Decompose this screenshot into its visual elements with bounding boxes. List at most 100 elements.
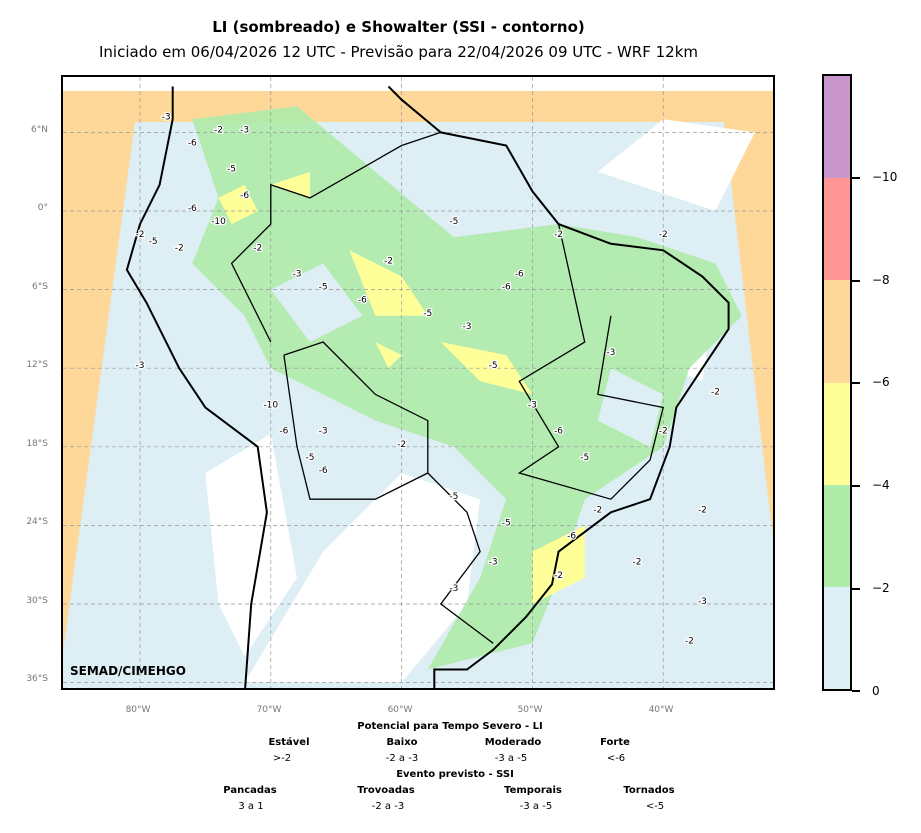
li-yellow-area [375,342,402,369]
colorbar-tick: −8 [872,273,890,287]
ssi-contour-label: -6 [502,283,511,293]
ssi-contour-label: -3 [528,401,537,411]
ssi-category: Tornados [623,785,675,796]
credit-label: SEMAD/CIMEHGO [70,664,186,678]
li-blue-area [597,368,664,447]
ssi-contour-label: -5 [319,283,328,293]
ssi-contour-label: -3 [136,361,145,371]
ssi-contour-label: -2 [711,387,720,397]
colorbar-tick: 0 [872,684,880,698]
li-category: Baixo [386,737,418,748]
ssi-contour-label: -3 [319,427,328,437]
ssi-contour-label: -6 [188,204,197,214]
lat-label: 0° [37,203,48,213]
lat-label: 30°S [26,596,48,606]
ssi-contour-label: -5 [227,165,236,175]
ssi-contour-label: -6 [554,427,563,437]
colorbar-tick: −10 [872,170,898,184]
stable-area [205,433,297,657]
ssi-contour-label: -2 [136,230,145,240]
li-category: Moderado [484,737,542,748]
colorbar-segment [824,484,850,587]
chart-title: LI (sombreado) e Showalter (SSI - contor… [212,18,585,36]
ssi-contour-label: -2 [253,243,262,253]
ssi-contour-label: -3 [463,322,472,332]
ssi-category: Trovoadas [357,785,415,796]
ssi-contour-label: -5 [580,453,589,463]
lon-label: 40°W [648,705,674,715]
lon-label: 60°W [387,705,413,715]
ssi-contour-label: -6 [188,139,197,149]
ssi-contour-label: -5 [149,237,158,247]
colorbar-segment [824,76,850,179]
ssi-range: 3 a 1 [238,801,264,812]
colorbar-segment [824,586,850,690]
ssi-range: <-5 [645,801,665,812]
ssi-contour-label: -3 [162,112,171,122]
li-category: Estável [268,737,310,748]
lon-label: 50°W [517,705,543,715]
li-yellow-area [349,250,428,316]
ssi-contour-label: -2 [659,230,668,240]
map-panel: -3 -6 -2 -3 -5 -6 -2 -5 -2 -6 -10 -2 -3 -5 -6 -2 -5 -3 -6-… [61,75,775,690]
lat-label: 12°S [26,360,48,370]
ssi-contour-label: -6 [319,466,328,476]
li-range: <-6 [606,753,626,764]
ssi-category: Pancadas [223,785,277,796]
ssi-contour-label: -6 [240,191,249,201]
li-range: -3 a -5 [494,753,528,764]
li-yellow-area [270,171,310,198]
ssi-legend-title: Evento previsto - SSI [396,769,514,780]
ssi-contour-label: -2 [593,505,602,515]
colorbar-tick: −6 [872,375,890,389]
ssi-contour-label: -2 [554,571,563,581]
ssi-contour-label: -2 [214,125,223,135]
ssi-contour-label: -3 [240,125,249,135]
li-blue-area [270,263,363,342]
ssi-contour-label: -5 [449,492,458,502]
stable-area [597,119,755,211]
border-line [230,131,442,343]
border-line [283,355,429,500]
ssi-contour-label: -2 [384,256,393,266]
lon-label: 70°W [256,705,282,715]
lat-label: 6°S [32,282,48,292]
ssi-contour-label: -3 [449,584,458,594]
li-category: Forte [600,737,630,748]
li-yellow-area [532,525,585,604]
colorbar-segment [824,280,850,383]
ssi-contour-label: -5 [306,453,315,463]
colorbar-tick: −2 [872,581,890,595]
ssi-contour-label: -5 [449,217,458,227]
coastline [387,85,730,688]
lat-label: 6°N [31,125,48,135]
ssi-contour-label: -10 [263,401,278,411]
border-line [517,223,664,500]
ssi-contour-label: -2 [685,636,694,646]
ssi-contour-label: -2 [175,243,184,253]
ssi-contour-label: -6 [567,532,576,542]
ssi-contour-label: -2 [698,505,707,515]
lat-label: 24°S [26,517,48,527]
colorbar-tick: −4 [872,478,890,492]
ssi-contour-label: -10 [211,217,226,227]
ssi-contour-label: -3 [606,348,615,358]
ssi-contour-label: -2 [397,440,406,450]
ssi-contour-label: -5 [502,518,511,528]
lat-label: 18°S [26,439,48,449]
ssi-contour-label: -3 [489,558,498,568]
ssi-contour-label: -6 [515,270,524,280]
li-green-area [192,106,742,670]
lat-label: 36°S [26,674,48,684]
colorbar-segment [824,382,850,485]
ssi-contour-label: -6 [279,427,288,437]
ssi-category: Temporais [504,785,562,796]
lon-label: 80°W [125,705,151,715]
coastline [125,86,268,688]
ssi-contour-label: -5 [423,309,432,319]
map-svg: -3-6-2 -3-5-6-2-5-2-6-10-2-3-5-6-2-5-3-6-… [63,77,773,688]
ssi-contour-label: -2 [659,427,668,437]
li-legend-title: Potencial para Tempo Severo - LI [357,721,543,732]
li-range: >-2 [272,753,292,764]
li-range: -2 a -3 [385,753,419,764]
